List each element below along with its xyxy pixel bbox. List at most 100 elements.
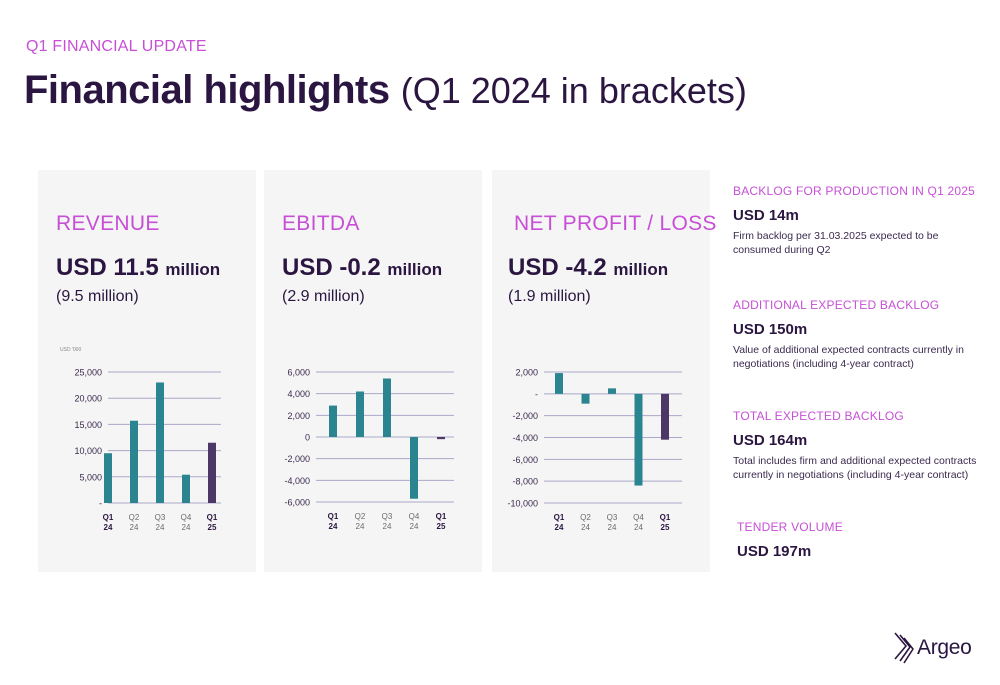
- x-tick-label: 24: [634, 523, 643, 532]
- page-title-main: Financial highlights: [24, 68, 390, 112]
- ebitda-panel: EBITDA USD -0.2 million (2.9 million) -6…: [264, 170, 482, 572]
- x-tick-label: Q1: [207, 513, 218, 522]
- eyebrow-label: Q1 FINANCIAL UPDATE: [26, 38, 207, 55]
- bar-q2-24: [356, 391, 364, 437]
- brand-logo: Argeo: [893, 632, 972, 664]
- y-tick-label: 5,000: [79, 472, 102, 482]
- x-tick-label: Q4: [633, 513, 644, 522]
- argeo-chevron-icon: [894, 632, 914, 664]
- x-tick-label: Q3: [155, 513, 166, 522]
- y-tick-label: 0: [305, 433, 310, 443]
- bar-q1-24: [329, 405, 337, 437]
- tender-volume-value: USD 197m: [737, 543, 812, 560]
- y-tick-label: 25,000: [74, 368, 102, 378]
- total-backlog-value: USD 164m: [733, 432, 808, 449]
- total-backlog-desc: Total includes firm and additional expec…: [733, 455, 977, 481]
- x-tick-label: 24: [410, 522, 419, 531]
- x-tick-label: 24: [329, 522, 338, 531]
- x-tick-label: Q1: [103, 513, 114, 522]
- revenue-amount: USD 11.5: [56, 254, 159, 281]
- x-tick-label: Q4: [181, 513, 192, 522]
- y-tick-label: 2,000: [287, 411, 310, 421]
- axis-unit-label: USD '000: [60, 347, 81, 353]
- revenue-previous: (9.5 million): [56, 288, 139, 305]
- bar-q4-24: [410, 437, 418, 499]
- x-tick-label: 24: [356, 522, 365, 531]
- additional-backlog-block: ADDITIONAL EXPECTED BACKLOG USD 150m Val…: [733, 298, 983, 371]
- bar-q3-24: [156, 382, 164, 503]
- y-tick-label: -2,000: [512, 411, 538, 421]
- ebitda-title: EBITDA: [282, 212, 360, 235]
- y-tick-label: 4,000: [287, 389, 310, 399]
- net-profit-chart: -10,000-8,000-6,000-4,000-2,000-2,000Q12…: [507, 368, 682, 532]
- x-tick-label: 24: [156, 523, 165, 532]
- y-tick-label: 15,000: [74, 420, 102, 430]
- x-tick-label: 25: [437, 522, 446, 531]
- revenue-title: REVENUE: [56, 212, 160, 235]
- bar-q1-25: [437, 437, 445, 440]
- net-profit-unit: million: [613, 260, 669, 279]
- bar-q4-24: [634, 393, 643, 486]
- revenue-panel: REVENUE USD 11.5 million (9.5 million) U…: [38, 170, 256, 572]
- bar-q2-24: [130, 420, 138, 503]
- tender-volume-block: TENDER VOLUME USD 197m: [737, 520, 987, 560]
- x-tick-label: Q1: [436, 512, 447, 521]
- x-tick-label: 25: [208, 523, 217, 532]
- y-tick-label: -4,000: [284, 476, 310, 486]
- additional-backlog-value: USD 150m: [733, 321, 808, 338]
- x-tick-label: Q3: [607, 513, 618, 522]
- x-tick-label: 25: [661, 523, 670, 532]
- backlog-production-value: USD 14m: [733, 207, 799, 224]
- page-title-sub: (Q1 2024 in brackets): [400, 70, 747, 111]
- bar-q3-24: [383, 378, 391, 437]
- x-tick-label: Q2: [355, 512, 366, 521]
- backlog-production-desc: Firm backlog per 31.03.2025 expected to …: [733, 230, 939, 256]
- y-tick-label: -4,000: [512, 433, 538, 443]
- x-tick-label: 24: [581, 523, 590, 532]
- y-tick-label: -10,000: [507, 499, 538, 509]
- bar-q1-24: [104, 453, 112, 503]
- brand-name: Argeo: [917, 636, 972, 659]
- bar-q1-25: [661, 393, 669, 440]
- bar-q1-24: [555, 373, 563, 394]
- ebitda-value: USD -0.2 million: [282, 254, 442, 282]
- tender-volume-label: TENDER VOLUME: [737, 520, 843, 534]
- x-tick-label: 24: [555, 523, 564, 532]
- ebitda-previous: (2.9 million): [282, 288, 365, 305]
- net-profit-previous: (1.9 million): [508, 288, 591, 305]
- net-profit-value: USD -4.2 million: [508, 254, 668, 282]
- net-profit-panel: NET PROFIT / LOSS USD -4.2 million (1.9 …: [492, 170, 716, 572]
- y-tick-label: -6,000: [512, 455, 538, 465]
- x-tick-label: Q3: [382, 512, 393, 521]
- x-tick-label: Q2: [580, 513, 591, 522]
- bar-q1-25: [208, 442, 216, 503]
- y-tick-label: 6,000: [287, 368, 310, 378]
- ebitda-amount: USD -0.2: [282, 254, 381, 281]
- net-profit-amount: USD -4.2: [508, 254, 607, 281]
- ebitda-chart: -6,000-4,000-2,00002,0004,0006,000Q124Q2…: [284, 368, 454, 531]
- x-tick-label: Q2: [129, 513, 140, 522]
- revenue-unit: million: [165, 260, 221, 279]
- total-backlog-label: TOTAL EXPECTED BACKLOG: [733, 409, 904, 423]
- y-tick-label: -: [535, 389, 538, 399]
- additional-backlog-label: ADDITIONAL EXPECTED BACKLOG: [733, 298, 940, 312]
- y-tick-label: -8,000: [512, 477, 538, 487]
- revenue-chart: USD '000 - 5,000 10,000 15,000 20,000 25,000 Q1…: [60, 347, 221, 532]
- x-tick-label: 24: [104, 523, 113, 532]
- y-tick-label: -: [99, 499, 102, 509]
- x-tick-label: 24: [130, 523, 139, 532]
- x-tick-label: Q1: [554, 513, 565, 522]
- y-tick-label: 2,000: [515, 368, 538, 378]
- backlog-production-block: BACKLOG FOR PRODUCTION IN Q1 2025 USD 14…: [733, 184, 983, 257]
- revenue-value: USD 11.5 million: [56, 254, 220, 282]
- y-tick-label: -6,000: [284, 498, 310, 508]
- x-tick-label: 24: [182, 523, 191, 532]
- y-tick-label: -2,000: [284, 454, 310, 464]
- net-profit-title: NET PROFIT / LOSS: [514, 212, 717, 235]
- additional-backlog-desc: Value of additional expected contracts c…: [733, 344, 964, 370]
- total-backlog-block: TOTAL EXPECTED BACKLOG USD 164m Total in…: [733, 409, 983, 482]
- x-tick-label: 24: [383, 522, 392, 531]
- bar-q4-24: [182, 474, 190, 503]
- ebitda-unit: million: [387, 260, 443, 279]
- y-tick-label: 20,000: [74, 394, 102, 404]
